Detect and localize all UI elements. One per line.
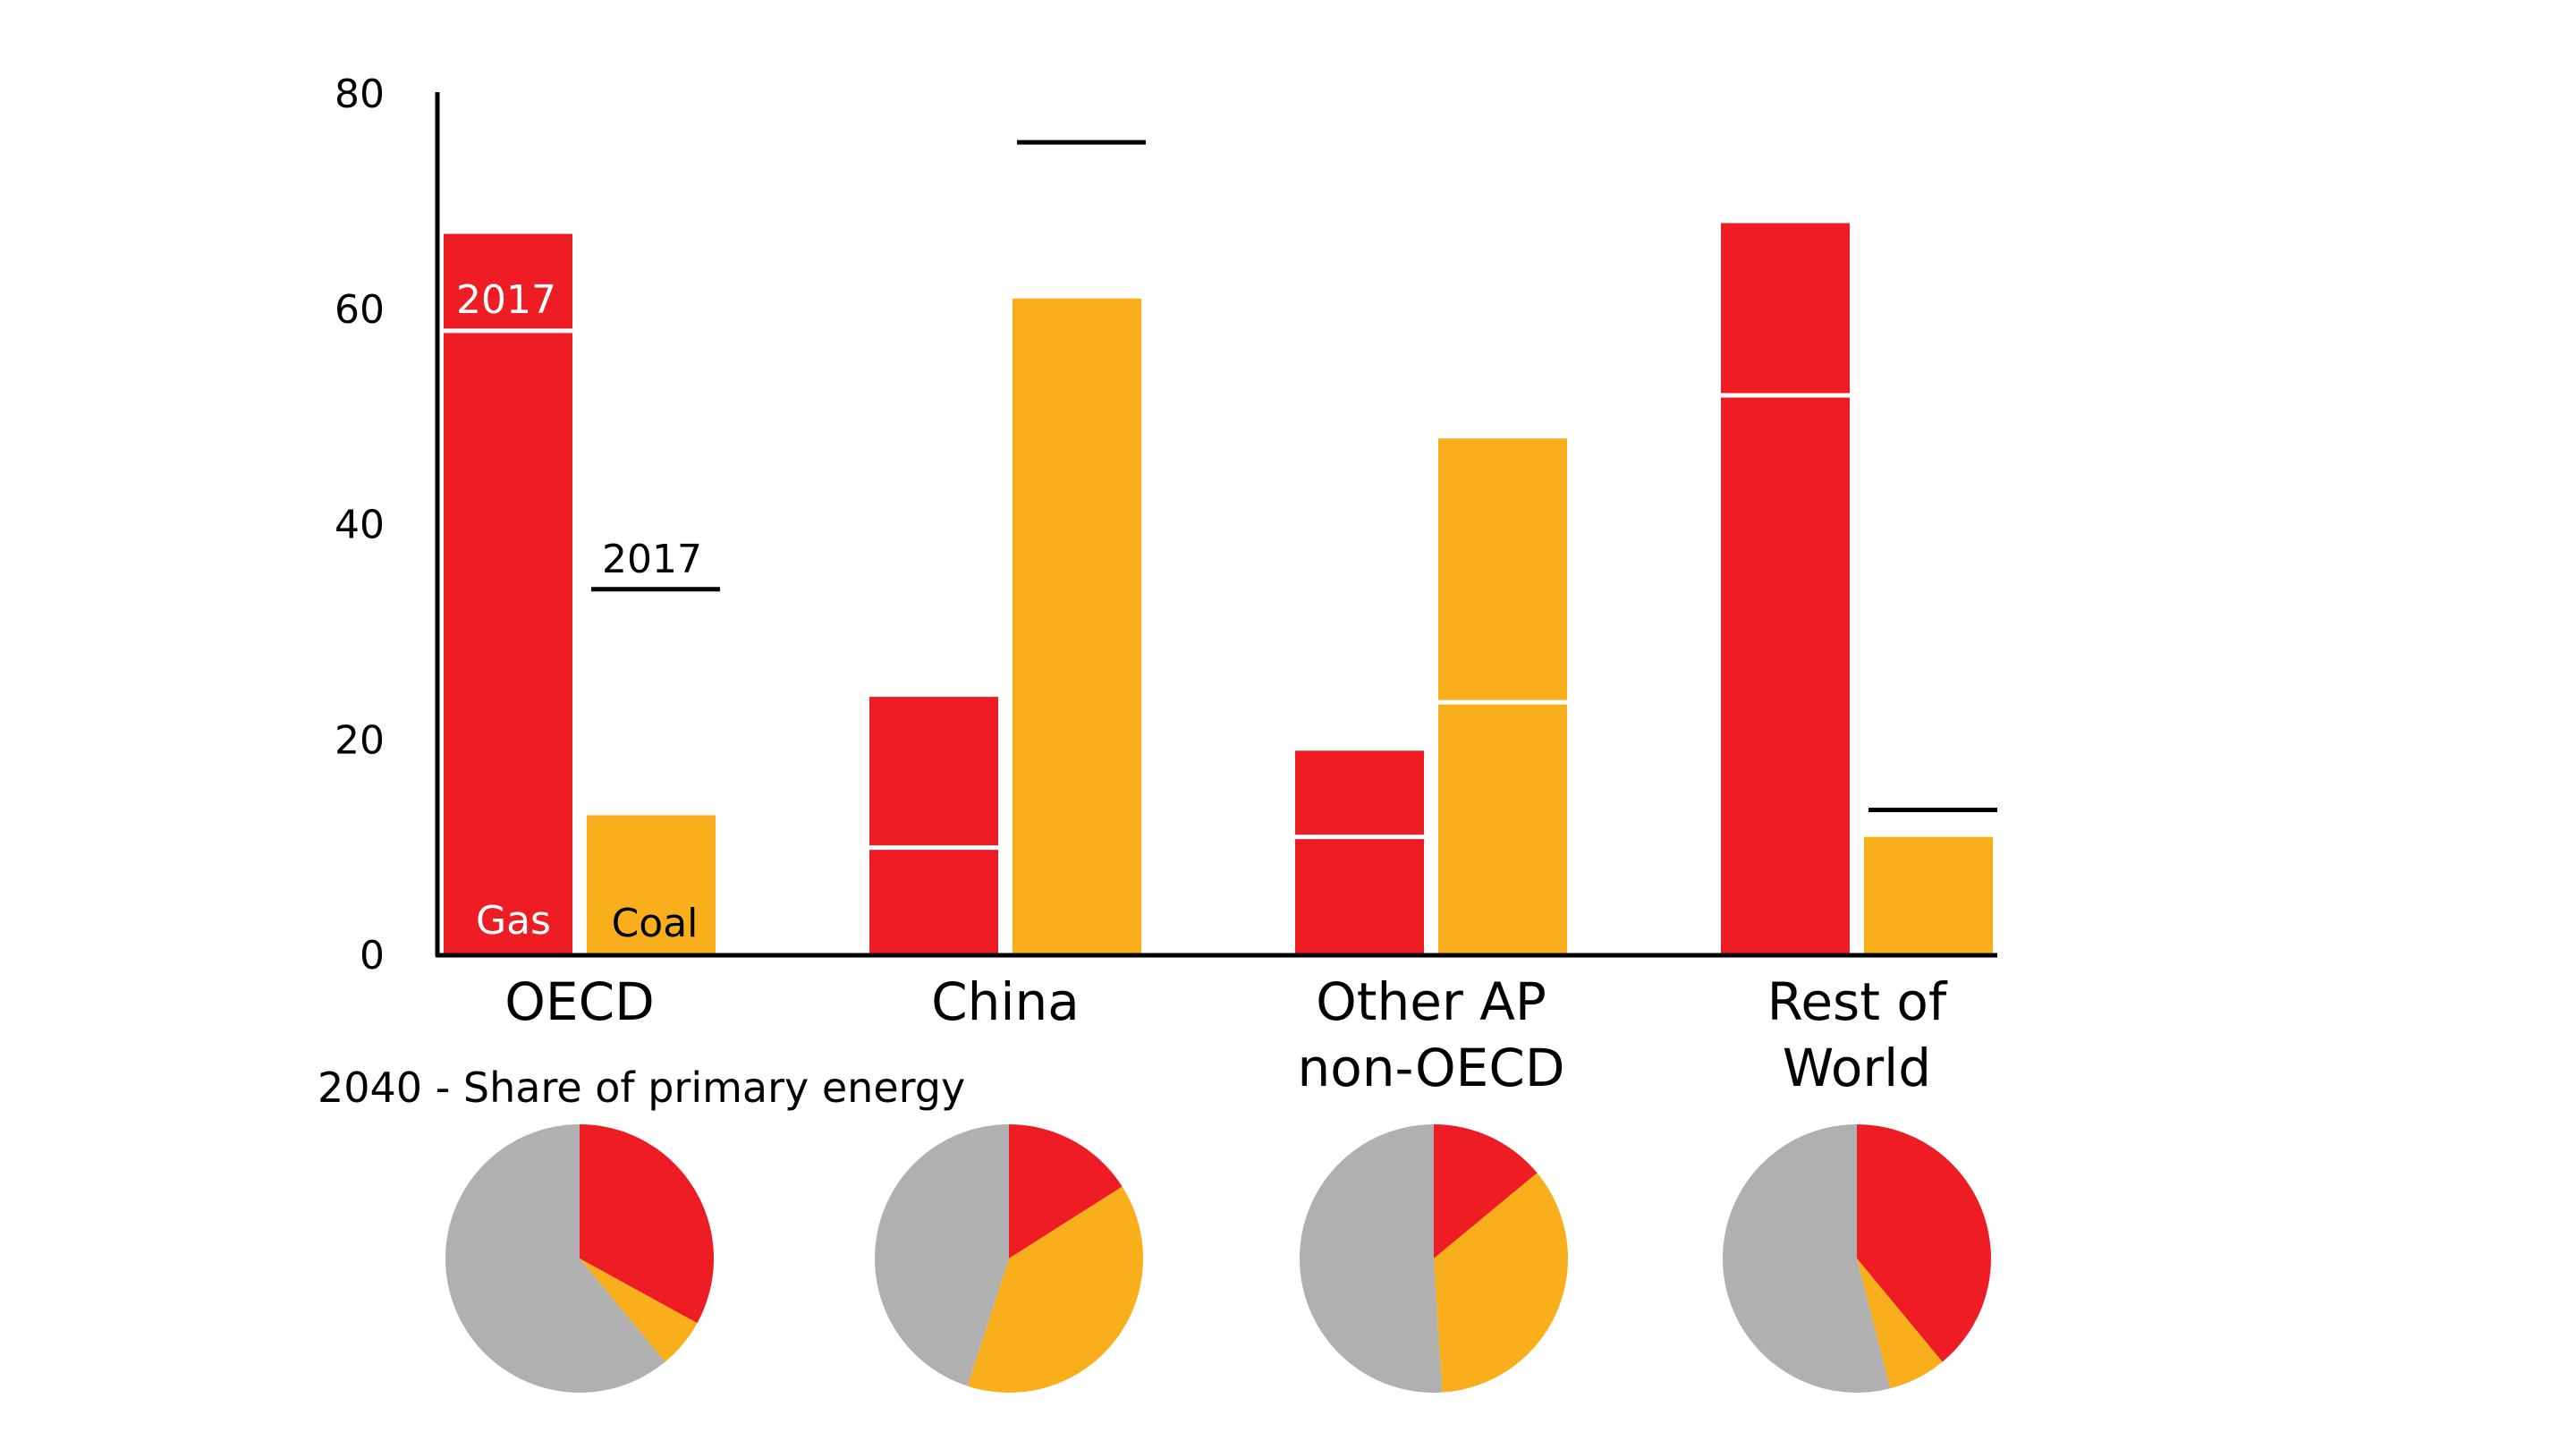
pie-1-slice-coal — [967, 1186, 1144, 1394]
category-label-2: Other AP non-OECD — [1297, 971, 1564, 1098]
pie-3 — [1722, 1124, 1992, 1393]
pie-0-slice-other — [445, 1124, 665, 1393]
coal-bar-2 — [1438, 438, 1567, 955]
y-tick-label-60: 60 — [335, 287, 385, 333]
gas-label: Gas — [476, 898, 551, 944]
pie-2-slice-other — [1300, 1124, 1443, 1393]
y-tick-label-0: 0 — [360, 933, 385, 979]
coal-bar-3 — [1864, 836, 1993, 955]
gas-bar-2 — [1295, 750, 1424, 955]
pie-0 — [445, 1124, 714, 1393]
pie-3-slice-other — [1722, 1124, 1891, 1393]
coal-label: Coal — [612, 901, 699, 946]
category-label-1: China — [931, 971, 1080, 1032]
category-labels: OECD China Other AP non-OECD Rest of World — [504, 971, 1948, 1098]
coal-2017-label: 2017 — [602, 537, 702, 582]
pie-group — [445, 1124, 1992, 1394]
pie-2 — [1300, 1124, 1569, 1393]
y-tick-label-80: 80 — [335, 72, 385, 117]
gas-bar-1 — [869, 697, 998, 955]
coal-bar-0 — [587, 815, 716, 955]
pie-1 — [875, 1124, 1144, 1394]
gas-bar-3 — [1721, 223, 1850, 955]
pie-0-slice-gas — [580, 1124, 714, 1324]
bar-group — [444, 223, 1993, 955]
axes — [435, 92, 1997, 958]
category-label-0: OECD — [504, 971, 654, 1032]
y-tick-label-40: 40 — [335, 503, 385, 548]
gas-2017-label: 2017 — [456, 277, 556, 323]
pie-2-slice-gas — [1434, 1124, 1538, 1258]
marker-group — [444, 140, 1997, 851]
pie-0-slice-coal — [580, 1258, 698, 1362]
coal-bar-1 — [1013, 298, 1141, 955]
category-label-3: Rest of World — [1767, 971, 1948, 1098]
pie-1-slice-other — [875, 1124, 1009, 1386]
pie-3-slice-coal — [1857, 1258, 1943, 1389]
gas-bar-0 — [444, 233, 572, 955]
annotations: Gas Coal 2017 2017 — [456, 277, 702, 946]
pie-3-slice-gas — [1857, 1124, 1992, 1362]
y-tick-labels: 0 20 40 60 80 — [335, 72, 385, 979]
y-tick-label-20: 20 — [335, 717, 385, 763]
pies-caption: 2040 - Share of primary energy — [318, 1063, 965, 1112]
pie-2-slice-coal — [1434, 1173, 1569, 1393]
pie-1-slice-gas — [1009, 1124, 1123, 1258]
